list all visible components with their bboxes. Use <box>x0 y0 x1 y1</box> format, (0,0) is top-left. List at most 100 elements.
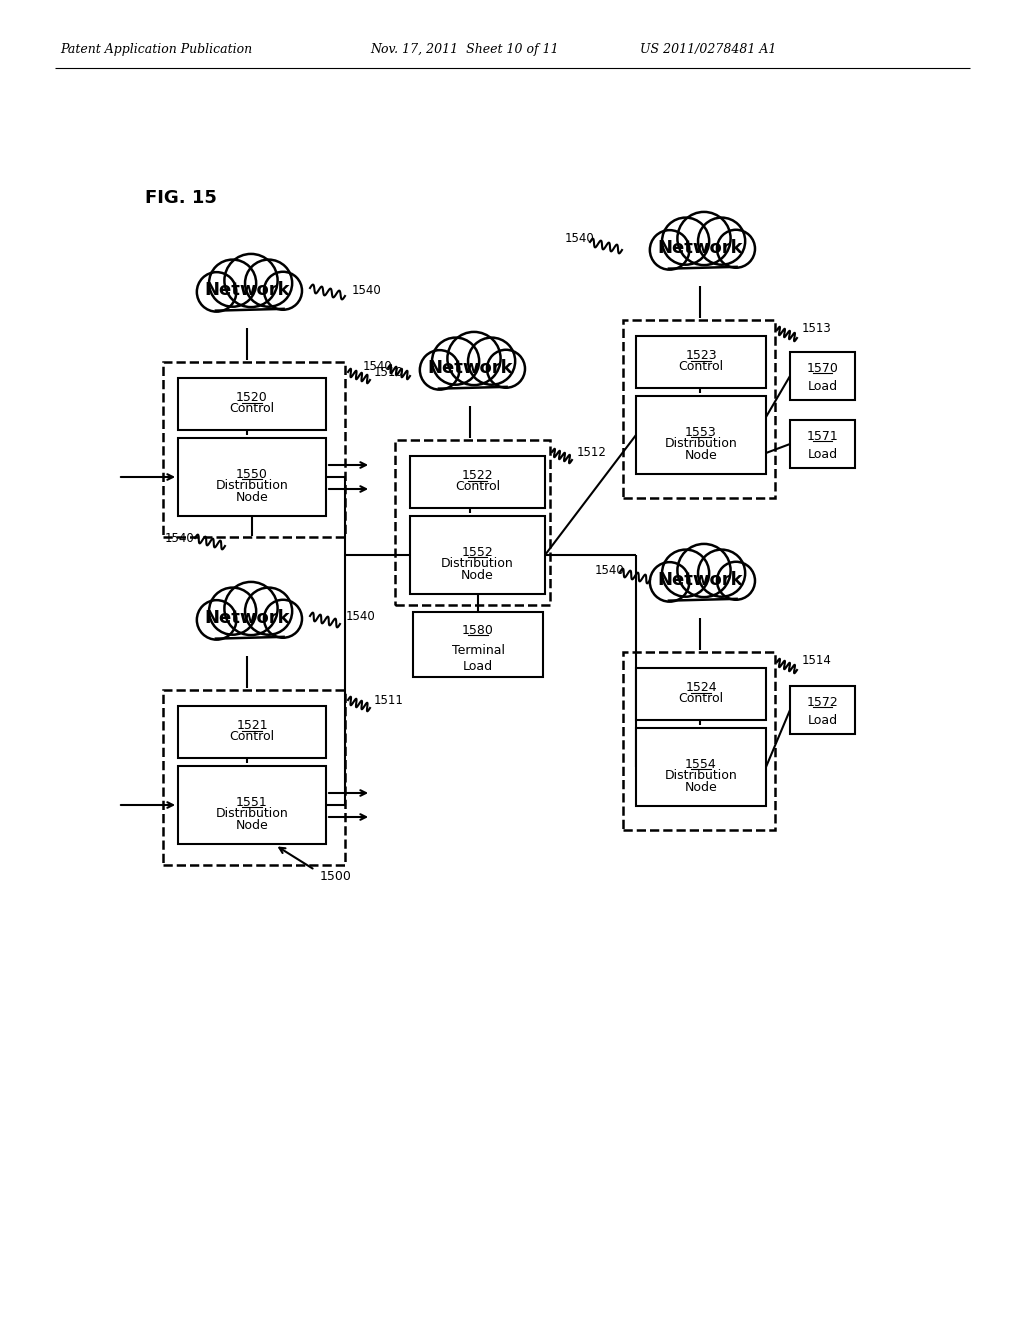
Text: Distribution: Distribution <box>216 479 289 492</box>
Text: 1513: 1513 <box>802 322 831 335</box>
Bar <box>178 706 326 758</box>
Bar <box>636 729 766 807</box>
Circle shape <box>447 331 501 385</box>
Text: Control: Control <box>679 692 724 705</box>
Bar <box>178 378 326 430</box>
Circle shape <box>420 350 460 389</box>
Bar <box>790 686 855 734</box>
Text: 1554: 1554 <box>685 758 717 771</box>
Bar <box>636 668 766 719</box>
Bar <box>636 396 766 474</box>
Bar <box>623 319 775 498</box>
Bar <box>410 516 545 594</box>
Text: 1580: 1580 <box>462 623 494 636</box>
Text: 1540: 1540 <box>595 564 625 577</box>
Circle shape <box>678 544 730 597</box>
Text: Load: Load <box>808 380 838 392</box>
Bar <box>178 766 326 843</box>
Text: 1500: 1500 <box>319 870 352 883</box>
Bar <box>636 337 766 388</box>
Text: 1571: 1571 <box>807 429 839 442</box>
Text: FIG. 15: FIG. 15 <box>145 189 217 207</box>
Circle shape <box>245 587 292 635</box>
Text: 1511: 1511 <box>374 693 403 706</box>
Text: Node: Node <box>685 449 718 462</box>
Text: 1512: 1512 <box>577 446 607 458</box>
Text: Node: Node <box>461 569 494 582</box>
Text: 1510: 1510 <box>374 366 403 379</box>
Text: 1522: 1522 <box>462 469 494 482</box>
Text: Distribution: Distribution <box>665 437 737 450</box>
Circle shape <box>224 253 278 308</box>
Circle shape <box>264 272 302 310</box>
Polygon shape <box>422 364 518 389</box>
Bar <box>395 440 550 605</box>
Text: 1572: 1572 <box>807 696 839 709</box>
Text: Node: Node <box>236 491 268 504</box>
Text: Network: Network <box>657 239 742 257</box>
Bar <box>790 352 855 400</box>
Circle shape <box>650 562 689 602</box>
Text: Network: Network <box>204 281 290 300</box>
Text: 1570: 1570 <box>807 362 839 375</box>
Text: 1523: 1523 <box>685 350 717 362</box>
Circle shape <box>224 582 278 635</box>
Text: Load: Load <box>808 714 838 726</box>
Circle shape <box>197 601 237 640</box>
Text: 1520: 1520 <box>237 391 268 404</box>
Bar <box>163 690 345 865</box>
Text: Nov. 17, 2011  Sheet 10 of 11: Nov. 17, 2011 Sheet 10 of 11 <box>370 44 559 57</box>
Polygon shape <box>199 286 295 312</box>
Text: Distribution: Distribution <box>665 770 737 783</box>
Text: Terminal: Terminal <box>452 644 505 656</box>
Text: Control: Control <box>229 403 274 414</box>
Circle shape <box>698 218 745 265</box>
Text: Distribution: Distribution <box>441 557 514 570</box>
Circle shape <box>245 260 292 306</box>
Text: US 2011/0278481 A1: US 2011/0278481 A1 <box>640 44 776 57</box>
Circle shape <box>487 350 525 388</box>
Circle shape <box>717 562 755 599</box>
Circle shape <box>650 230 689 269</box>
Bar <box>163 362 345 537</box>
Bar <box>790 420 855 469</box>
Text: 1551: 1551 <box>237 796 268 809</box>
Text: 1521: 1521 <box>237 719 268 733</box>
Circle shape <box>209 587 256 635</box>
Text: 1550: 1550 <box>237 467 268 480</box>
Circle shape <box>197 272 237 312</box>
Text: Control: Control <box>679 360 724 374</box>
Circle shape <box>663 218 710 265</box>
Polygon shape <box>652 577 748 601</box>
Bar <box>623 652 775 830</box>
Text: Node: Node <box>236 818 268 832</box>
Text: Distribution: Distribution <box>216 808 289 820</box>
Text: 1540: 1540 <box>565 231 595 244</box>
Circle shape <box>678 213 730 265</box>
Text: 1540: 1540 <box>362 359 393 372</box>
Circle shape <box>663 549 710 597</box>
Text: Control: Control <box>229 730 274 743</box>
Text: Network: Network <box>427 359 513 378</box>
Bar <box>413 612 543 677</box>
Text: 1514: 1514 <box>802 655 831 668</box>
Text: 1552: 1552 <box>462 545 494 558</box>
Text: 1553: 1553 <box>685 425 717 438</box>
Text: 1540: 1540 <box>346 610 376 623</box>
Text: Load: Load <box>463 660 494 672</box>
Text: 1524: 1524 <box>685 681 717 694</box>
Circle shape <box>698 549 745 597</box>
Bar <box>178 438 326 516</box>
Text: Load: Load <box>808 447 838 461</box>
Text: Node: Node <box>685 781 718 795</box>
Text: Network: Network <box>657 572 742 589</box>
Text: 1540: 1540 <box>165 532 195 545</box>
Circle shape <box>264 599 302 638</box>
Circle shape <box>468 338 515 384</box>
Text: Control: Control <box>455 480 500 492</box>
Circle shape <box>432 338 479 384</box>
Text: Network: Network <box>204 609 290 627</box>
Polygon shape <box>199 614 295 639</box>
Circle shape <box>209 260 256 306</box>
Text: 1540: 1540 <box>352 285 382 297</box>
